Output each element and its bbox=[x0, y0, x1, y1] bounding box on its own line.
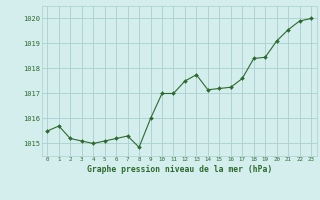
X-axis label: Graphe pression niveau de la mer (hPa): Graphe pression niveau de la mer (hPa) bbox=[87, 165, 272, 174]
